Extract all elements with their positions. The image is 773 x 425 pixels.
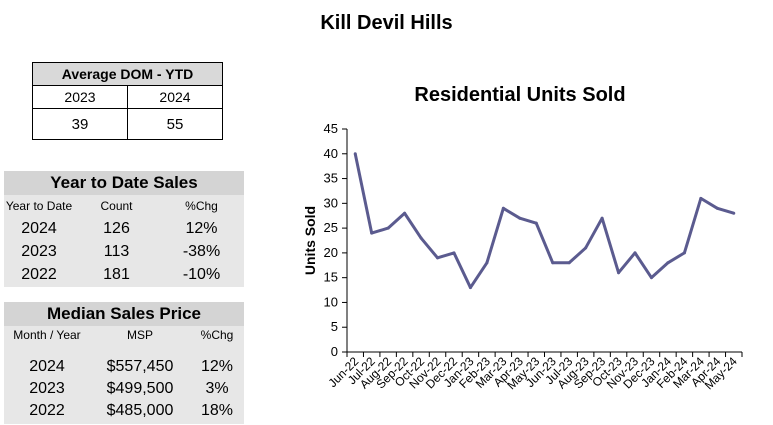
year-cell: 2023 xyxy=(21,242,57,260)
y-tick-label: 25 xyxy=(324,220,338,235)
data-point xyxy=(666,261,670,265)
pct-change-cell: 3% xyxy=(205,380,229,397)
msp-cell: $485,000 xyxy=(106,402,174,419)
y-tick-label: 30 xyxy=(324,195,338,210)
msp-header-row: Month / Year MSP %Chg xyxy=(4,326,244,356)
count-cell: 181 xyxy=(103,265,130,283)
msp-cell: $499,500 xyxy=(106,380,174,397)
year-cell: 2022 xyxy=(29,402,65,419)
year-cell: 2022 xyxy=(21,265,57,283)
data-point xyxy=(617,271,621,275)
y-tick-label: 5 xyxy=(331,319,338,334)
ytd-sales-header-row: Year to Date Count %Chg xyxy=(4,195,244,217)
dom-value-cell: 39 xyxy=(32,108,128,140)
y-axis-label: Units Sold xyxy=(302,206,318,275)
average-dom-table: Average DOM - YTD 2023 2024 39 55 xyxy=(32,62,224,140)
y-tick-label: 0 xyxy=(331,344,338,359)
median-sales-price-panel: Median Sales Price Month / Year MSP %Chg… xyxy=(4,302,244,424)
column-header: %Chg xyxy=(200,328,234,342)
data-point xyxy=(600,216,604,220)
data-point xyxy=(518,216,522,220)
year-cell: 2023 xyxy=(29,380,65,397)
pct-change-cell: 12% xyxy=(200,358,234,375)
y-tick-label: 40 xyxy=(324,146,338,161)
column-header: Year to Date xyxy=(5,199,73,213)
year-cell: 2024 xyxy=(29,358,65,375)
pct-change-cell: 18% xyxy=(200,402,234,419)
data-point xyxy=(649,276,653,280)
data-point xyxy=(699,196,703,200)
y-tick-label: 20 xyxy=(324,245,338,260)
count-cell: 126 xyxy=(103,219,130,237)
pct-change-cell: -38% xyxy=(182,242,221,260)
data-point xyxy=(501,206,505,210)
y-tick-label: 45 xyxy=(324,121,338,136)
column-header: Count xyxy=(100,199,133,213)
msp-cell: $557,450 xyxy=(106,358,174,375)
year-cell: 2024 xyxy=(21,219,57,237)
chart-title: Residential Units Sold xyxy=(414,84,626,106)
units-sold-line-chart: 051015202530354045Jun-22Jul-22Aug-22Sep-… xyxy=(302,121,743,392)
ytd-sales-panel: Year to Date Sales Year to Date Count %C… xyxy=(4,171,244,287)
table-row: 2023 113 -38% xyxy=(4,240,244,263)
pct-change-cell: -10% xyxy=(182,265,221,283)
pct-change-cell: 12% xyxy=(185,219,218,237)
dom-year-cell: 2024 xyxy=(126,85,224,109)
y-tick-label: 10 xyxy=(324,294,338,309)
table-row: 2022 $485,000 18% xyxy=(4,400,244,422)
table-row: 2023 $499,500 3% xyxy=(4,378,244,400)
data-point xyxy=(436,256,440,260)
data-point xyxy=(403,211,407,215)
data-point xyxy=(633,251,637,255)
data-point xyxy=(551,261,555,265)
data-point xyxy=(682,251,686,255)
column-header: MSP xyxy=(126,328,153,342)
column-header: %Chg xyxy=(185,199,218,213)
table-row: 2024 $557,450 12% xyxy=(4,356,244,378)
table-row: 2022 181 -10% xyxy=(4,263,244,286)
median-sales-price-title: Median Sales Price xyxy=(4,302,244,326)
data-point xyxy=(567,261,571,265)
page-title: Kill Devil Hills xyxy=(320,12,453,34)
data-point xyxy=(353,152,357,156)
data-point xyxy=(370,231,374,235)
data-point xyxy=(468,286,472,290)
count-cell: 113 xyxy=(103,242,130,260)
column-header: Month / Year xyxy=(13,328,81,342)
series-line xyxy=(353,153,735,290)
dom-table-title: Average DOM - YTD xyxy=(32,62,223,86)
table-row: 2024 126 12% xyxy=(4,217,244,240)
y-tick-label: 35 xyxy=(324,171,338,186)
data-point xyxy=(419,236,423,240)
data-point xyxy=(485,261,489,265)
data-point xyxy=(732,211,736,215)
data-point xyxy=(715,206,719,210)
data-point xyxy=(452,251,456,255)
data-point xyxy=(534,221,538,225)
y-tick-label: 15 xyxy=(324,270,338,285)
dom-year-cell: 2023 xyxy=(32,85,128,109)
ytd-sales-title: Year to Date Sales xyxy=(4,171,244,195)
data-point xyxy=(584,246,588,250)
data-point xyxy=(386,226,390,230)
dom-value-cell: 55 xyxy=(126,108,224,140)
